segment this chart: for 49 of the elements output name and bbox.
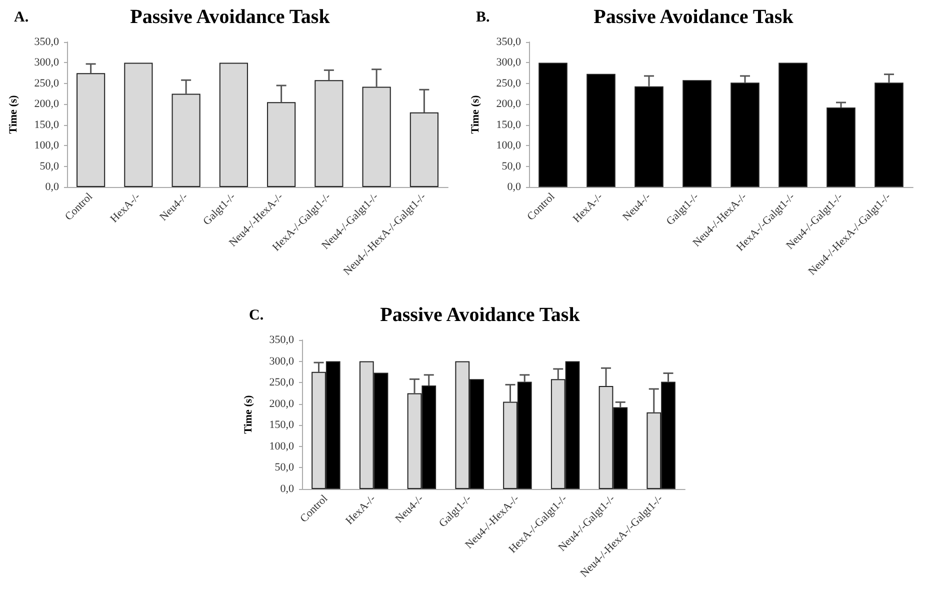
chart-title: Passive Avoidance Task <box>380 304 581 326</box>
y-tick-label: 250,0 <box>496 77 522 90</box>
y-tick-label: 50,0 <box>502 160 522 172</box>
y-tick-label: 150,0 <box>496 118 522 131</box>
y-tick-label: 50,0 <box>274 462 294 474</box>
bar <box>634 86 664 187</box>
bar <box>267 102 296 187</box>
y-tick-label: 300,0 <box>34 56 60 69</box>
y-tick-label: 100,0 <box>269 440 294 452</box>
bar <box>362 86 391 187</box>
y-tick-label: 250,0 <box>269 376 294 389</box>
bar <box>172 94 200 187</box>
y-tick-label: 0,0 <box>45 181 60 193</box>
bar <box>826 107 856 187</box>
bar <box>778 62 808 187</box>
y-axis-title: Time (s) <box>242 394 254 434</box>
bar <box>410 112 438 187</box>
y-tick-label: 350,0 <box>34 36 60 48</box>
y-tick-label: 200,0 <box>496 98 522 110</box>
bar <box>314 80 344 187</box>
y-tick-label: 350,0 <box>496 36 522 48</box>
bar <box>874 82 904 187</box>
y-tick-label: 200,0 <box>269 398 294 410</box>
y-axis-title: Time (s) <box>470 94 482 134</box>
text: B. <box>476 10 490 26</box>
bar <box>730 82 760 187</box>
y-tick-label: 300,0 <box>496 56 522 69</box>
y-tick-label: 150,0 <box>34 118 60 131</box>
y-tick-label: 250,0 <box>34 77 60 90</box>
bar <box>586 74 616 187</box>
y-tick-label: 0,0 <box>507 181 522 193</box>
text: A. <box>14 10 29 26</box>
y-tick-label: 200,0 <box>34 98 60 110</box>
y-tick-label: 100,0 <box>496 140 522 152</box>
chart-title: Passive Avoidance Task <box>130 6 331 28</box>
bar <box>124 62 153 187</box>
y-tick-label: 150,0 <box>269 419 294 432</box>
y-tick-label: 0,0 <box>280 483 294 495</box>
y-tick-label: 100,0 <box>34 140 60 152</box>
y-tick-label: 350,0 <box>269 334 294 346</box>
y-tick-label: 300,0 <box>269 355 294 368</box>
bar <box>76 73 106 187</box>
y-tick-label: 50,0 <box>40 160 60 172</box>
chart-title: Passive Avoidance Task <box>594 6 794 28</box>
bar <box>219 62 248 187</box>
bar <box>682 80 712 187</box>
text: C. <box>249 308 264 324</box>
y-axis-title: Time (s) <box>8 94 20 134</box>
bar <box>538 62 568 187</box>
